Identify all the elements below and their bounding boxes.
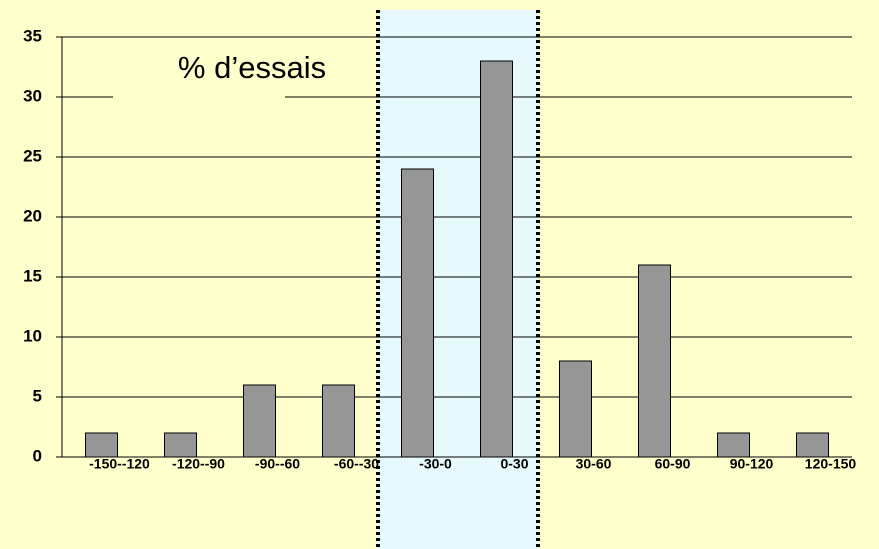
y-tick-label: 10 [23,326,42,345]
y-tick-label: 0 [33,446,42,465]
bar [322,384,355,458]
y-tick-label: 30 [23,86,42,105]
bar [243,384,276,458]
bar [401,168,434,458]
bar [559,360,592,458]
x-tick-label: -90--60 [255,456,300,472]
bar [796,432,829,458]
y-tick-label: 25 [23,146,42,165]
x-tick-label: -30-0 [419,456,452,472]
x-tick-label: 120-150 [805,456,857,472]
y-tick-label: 20 [23,206,42,225]
y-tick-label: 5 [33,386,42,405]
y-tick-label: 35 [23,26,42,45]
bar [85,432,118,458]
y-tick-label: 15 [23,266,42,285]
chart-title: % d’essais [178,50,326,85]
grid: 0 5 10 15 20 25 30 35 [23,26,852,465]
title-box [113,42,285,112]
x-tick-label: 60-90 [655,456,691,472]
marks: -150--120 -120--90 -90--60 -60--30 -30-0 0-30… [85,60,857,472]
x-tick-label: -60--30 [334,456,379,472]
bar [638,264,671,458]
bar [717,432,750,458]
x-tick-label: 30-60 [576,456,612,472]
x-tick-label: 90-120 [730,456,774,472]
bar [480,60,513,458]
bar [164,432,197,458]
x-tick-label: -150--120 [89,456,150,472]
x-tick-label: 0-30 [500,456,528,472]
x-tick-label: -120--90 [172,456,225,472]
